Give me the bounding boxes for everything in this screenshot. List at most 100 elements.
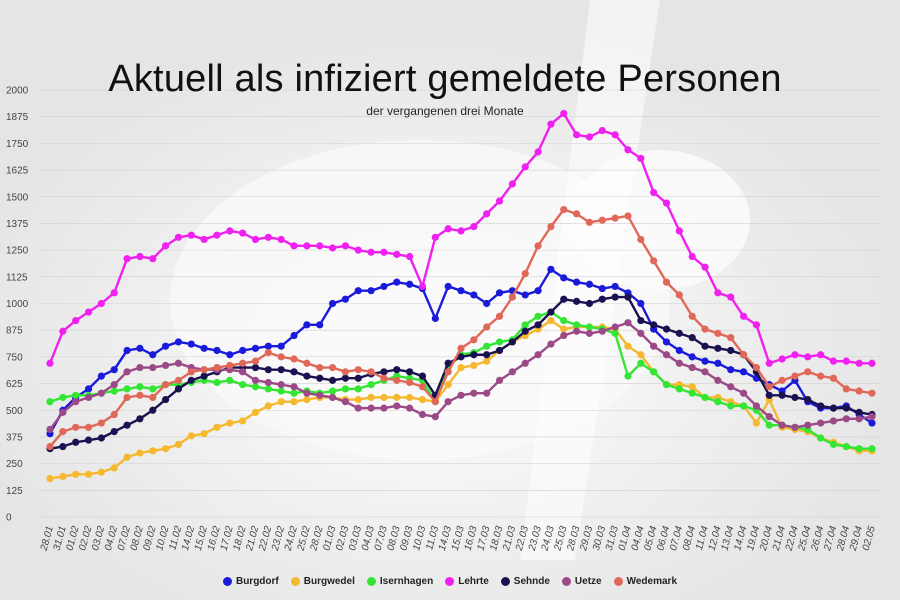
data-point <box>251 357 260 365</box>
data-point <box>534 242 542 250</box>
data-point <box>483 351 491 359</box>
data-point <box>354 287 362 295</box>
data-point <box>226 227 234 235</box>
data-point <box>226 351 234 359</box>
data-point <box>316 321 324 329</box>
data-point <box>791 423 799 431</box>
data-point <box>662 351 671 359</box>
data-point <box>84 470 93 478</box>
data-point <box>418 282 427 291</box>
data-point <box>97 372 105 380</box>
data-point <box>59 408 67 416</box>
legend-item[interactable]: Uetze <box>561 576 602 587</box>
data-point <box>662 199 671 207</box>
y-tick-label: 625 <box>6 379 23 390</box>
data-point <box>791 351 799 359</box>
data-point <box>714 398 722 406</box>
y-tick-label: 1875 <box>6 112 29 123</box>
data-point <box>470 336 478 344</box>
data-point <box>418 372 427 380</box>
data-point <box>547 340 555 348</box>
data-point <box>46 474 54 483</box>
legend-item[interactable]: Sehnde <box>500 576 550 587</box>
data-point <box>97 434 105 442</box>
y-tick-label: 1750 <box>6 139 29 150</box>
data-point <box>495 289 504 297</box>
data-point <box>431 398 439 406</box>
data-point <box>765 391 773 399</box>
data-point <box>303 372 311 380</box>
data-point <box>817 419 825 427</box>
data-point <box>765 413 773 421</box>
data-point <box>59 393 67 402</box>
legend-item[interactable]: Lehrte <box>445 576 489 587</box>
data-point <box>187 340 195 348</box>
data-point <box>72 470 80 478</box>
y-tick-label: 250 <box>6 459 23 470</box>
data-point <box>341 398 350 406</box>
data-point <box>46 398 54 406</box>
data-point <box>123 255 131 263</box>
data-point <box>560 331 568 340</box>
data-point <box>791 393 799 402</box>
data-point <box>149 351 157 359</box>
data-point <box>508 180 516 188</box>
data-point <box>149 363 157 372</box>
data-point <box>316 363 324 372</box>
legend-item[interactable]: Wedemark <box>613 576 677 587</box>
data-point <box>688 252 696 261</box>
legend-marker <box>366 577 376 586</box>
data-point <box>393 376 401 384</box>
data-point <box>650 188 658 197</box>
data-point <box>380 368 388 376</box>
data-point <box>585 299 594 308</box>
data-point <box>200 344 208 352</box>
data-point <box>264 342 272 350</box>
data-point <box>650 321 658 329</box>
data-point <box>136 391 144 399</box>
data-point <box>277 381 285 389</box>
legend-item[interactable]: Burgwedel <box>290 576 355 587</box>
data-point <box>354 404 362 412</box>
legend-item[interactable]: Burgdorf <box>222 576 279 587</box>
data-point <box>804 368 812 376</box>
data-point <box>855 445 863 453</box>
data-point <box>46 425 54 434</box>
data-point <box>251 363 260 372</box>
data-point <box>778 421 786 429</box>
data-point <box>662 381 671 389</box>
data-point <box>495 197 504 205</box>
data-point <box>367 287 375 295</box>
data-point <box>675 359 683 367</box>
data-point <box>264 233 272 241</box>
data-point <box>662 338 671 346</box>
data-point <box>84 436 93 444</box>
data-point <box>406 393 414 402</box>
data-point <box>303 389 311 397</box>
data-point <box>251 376 260 384</box>
y-tick-label: 1125 <box>6 272 28 283</box>
data-point <box>380 248 388 256</box>
data-point <box>495 376 504 384</box>
data-point <box>842 385 850 393</box>
data-point <box>470 361 478 370</box>
data-point <box>495 338 504 346</box>
data-point <box>829 440 838 449</box>
data-point <box>341 242 350 250</box>
y-tick-label: 750 <box>6 352 23 363</box>
series-line <box>48 112 872 365</box>
data-point <box>341 295 350 303</box>
data-point <box>829 374 838 382</box>
data-point <box>239 368 247 376</box>
data-point <box>72 423 80 431</box>
data-point <box>688 389 696 397</box>
data-point <box>367 248 375 256</box>
data-point <box>688 363 696 372</box>
data-point <box>791 372 799 380</box>
data-point <box>290 331 298 340</box>
series-wedemark <box>46 205 876 451</box>
data-point <box>444 282 452 291</box>
legend-item[interactable]: Isernhagen <box>366 576 433 587</box>
data-point <box>688 383 696 391</box>
data-point <box>406 404 414 412</box>
